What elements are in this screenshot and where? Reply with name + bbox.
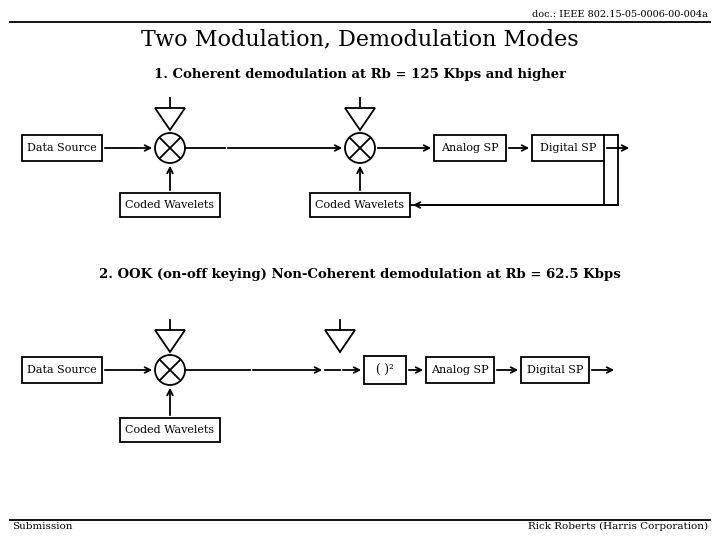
Text: Data Source: Data Source <box>27 365 97 375</box>
Text: Analog SP: Analog SP <box>441 143 499 153</box>
Text: Rick Roberts (Harris Corporation): Rick Roberts (Harris Corporation) <box>528 522 708 531</box>
Text: 2. OOK (on-off keying) Non-Coherent demodulation at Rb = 62.5 Kbps: 2. OOK (on-off keying) Non-Coherent demo… <box>99 268 621 281</box>
Text: Coded Wavelets: Coded Wavelets <box>125 200 215 210</box>
Polygon shape <box>345 108 375 130</box>
Text: Two Modulation, Demodulation Modes: Two Modulation, Demodulation Modes <box>141 28 579 50</box>
Text: doc.: IEEE 802.15-05-0006-00-004a: doc.: IEEE 802.15-05-0006-00-004a <box>532 10 708 19</box>
Text: Coded Wavelets: Coded Wavelets <box>315 200 405 210</box>
Bar <box>310 193 410 217</box>
Circle shape <box>155 133 185 163</box>
Bar <box>521 357 589 383</box>
Bar <box>426 357 494 383</box>
Bar <box>22 357 102 383</box>
Circle shape <box>345 133 375 163</box>
Bar <box>434 135 506 161</box>
Text: Coded Wavelets: Coded Wavelets <box>125 425 215 435</box>
Text: Digital SP: Digital SP <box>540 143 596 153</box>
Text: Digital SP: Digital SP <box>527 365 583 375</box>
Text: Data Source: Data Source <box>27 143 97 153</box>
Bar <box>364 356 406 384</box>
Bar <box>22 135 102 161</box>
Bar <box>120 193 220 217</box>
Polygon shape <box>325 330 355 352</box>
Polygon shape <box>155 108 185 130</box>
Circle shape <box>155 355 185 385</box>
Bar <box>532 135 604 161</box>
Text: Analog SP: Analog SP <box>431 365 489 375</box>
Polygon shape <box>155 330 185 352</box>
Text: ( )²: ( )² <box>376 363 394 376</box>
Text: 1. Coherent demodulation at Rb = 125 Kbps and higher: 1. Coherent demodulation at Rb = 125 Kbp… <box>154 68 566 81</box>
Bar <box>120 418 220 442</box>
Text: Submission: Submission <box>12 522 73 531</box>
